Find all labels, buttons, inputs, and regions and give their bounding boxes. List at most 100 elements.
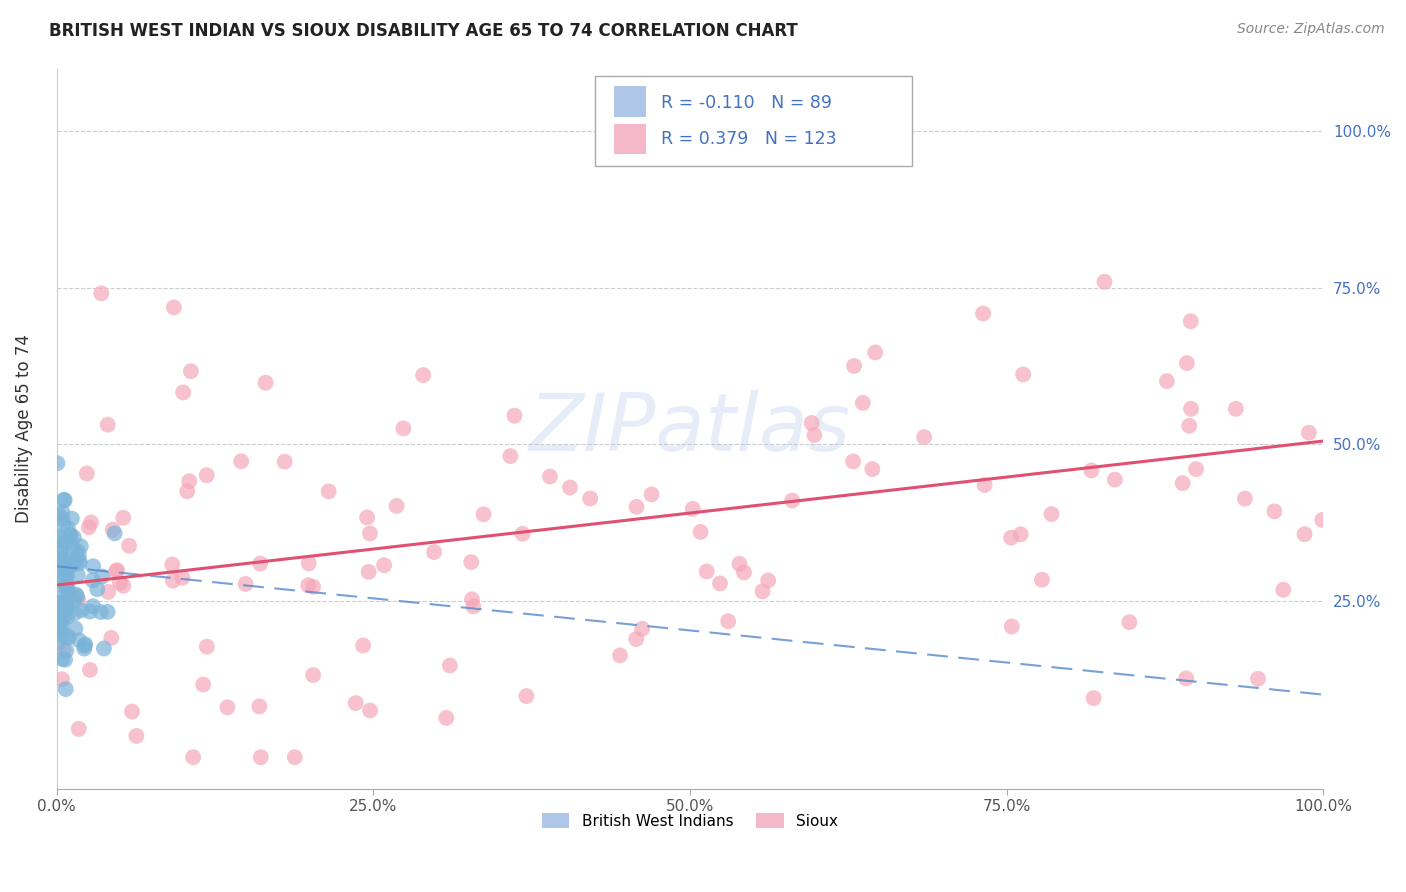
Point xyxy=(176,484,198,499)
Point xyxy=(118,539,141,553)
Point xyxy=(359,703,381,717)
Point xyxy=(1010,527,1032,541)
Point xyxy=(48,570,70,584)
Point xyxy=(58,582,80,597)
Point xyxy=(52,611,75,625)
Text: R = 0.379   N = 123: R = 0.379 N = 123 xyxy=(661,130,837,148)
Point xyxy=(65,588,87,602)
Point xyxy=(46,604,69,618)
Point xyxy=(538,469,561,483)
Point xyxy=(49,624,72,639)
Point xyxy=(56,600,79,615)
Point xyxy=(104,526,127,541)
Point xyxy=(439,658,461,673)
Point xyxy=(100,631,122,645)
Point xyxy=(66,568,89,582)
Point xyxy=(69,554,91,568)
Point xyxy=(231,454,253,468)
Point xyxy=(53,551,76,566)
Point xyxy=(357,565,380,579)
Point xyxy=(1104,473,1126,487)
Point xyxy=(499,449,522,463)
Point xyxy=(56,568,79,582)
Point xyxy=(842,454,865,468)
Point xyxy=(235,577,257,591)
Point xyxy=(86,582,108,597)
Point xyxy=(63,593,86,607)
Point xyxy=(1180,401,1202,416)
Point xyxy=(49,574,72,589)
Point xyxy=(682,501,704,516)
Point xyxy=(105,564,128,578)
Point xyxy=(163,301,186,315)
Point xyxy=(385,499,408,513)
Point xyxy=(1083,691,1105,706)
Point xyxy=(51,600,73,615)
FancyBboxPatch shape xyxy=(614,124,645,153)
Point xyxy=(58,630,80,644)
Point xyxy=(121,705,143,719)
Point xyxy=(56,588,79,602)
Point xyxy=(56,586,79,600)
Point xyxy=(302,668,325,682)
Point xyxy=(51,555,73,569)
Point xyxy=(59,528,82,542)
Point xyxy=(48,603,70,617)
Point xyxy=(1272,582,1295,597)
Point xyxy=(66,589,89,603)
Point xyxy=(70,603,93,617)
Point xyxy=(56,631,79,645)
Point xyxy=(112,579,135,593)
Point xyxy=(56,521,79,535)
Point xyxy=(709,576,731,591)
Point xyxy=(73,641,96,656)
Point xyxy=(728,557,751,571)
Point xyxy=(51,551,73,566)
Point xyxy=(609,648,631,663)
Point xyxy=(46,555,69,569)
Point xyxy=(90,605,112,619)
Point xyxy=(55,593,77,607)
Point xyxy=(1180,314,1202,328)
Text: R = -0.110   N = 89: R = -0.110 N = 89 xyxy=(661,94,832,112)
Point xyxy=(97,585,120,599)
Point xyxy=(1080,463,1102,477)
Point xyxy=(46,636,69,650)
Point xyxy=(45,532,67,546)
Point xyxy=(48,596,70,610)
Point xyxy=(1178,418,1201,433)
Point xyxy=(93,641,115,656)
Point xyxy=(58,557,80,571)
Point xyxy=(52,512,75,526)
Point xyxy=(1040,507,1063,521)
Text: BRITISH WEST INDIAN VS SIOUX DISABILITY AGE 65 TO 74 CORRELATION CHART: BRITISH WEST INDIAN VS SIOUX DISABILITY … xyxy=(49,22,799,40)
Point xyxy=(751,584,773,599)
Point xyxy=(1094,275,1116,289)
Point xyxy=(558,481,581,495)
Point xyxy=(800,416,823,430)
Point xyxy=(67,633,90,648)
Point xyxy=(67,593,90,607)
Point xyxy=(689,524,711,539)
Point xyxy=(48,508,70,522)
Point xyxy=(55,560,77,574)
Point xyxy=(254,376,277,390)
Point xyxy=(359,526,381,541)
FancyBboxPatch shape xyxy=(614,87,645,117)
Point xyxy=(181,750,204,764)
Point xyxy=(273,455,295,469)
Point xyxy=(912,430,935,444)
Point xyxy=(1185,462,1208,476)
Point xyxy=(55,594,77,608)
Point xyxy=(626,632,648,646)
Point xyxy=(96,605,118,619)
Point xyxy=(249,750,271,764)
Point xyxy=(302,580,325,594)
Point xyxy=(63,530,86,544)
Point xyxy=(696,565,718,579)
Point xyxy=(101,523,124,537)
Point xyxy=(69,556,91,570)
Legend: British West Indians, Sioux: British West Indians, Sioux xyxy=(536,806,844,835)
Point xyxy=(55,682,77,697)
Point xyxy=(1000,531,1022,545)
